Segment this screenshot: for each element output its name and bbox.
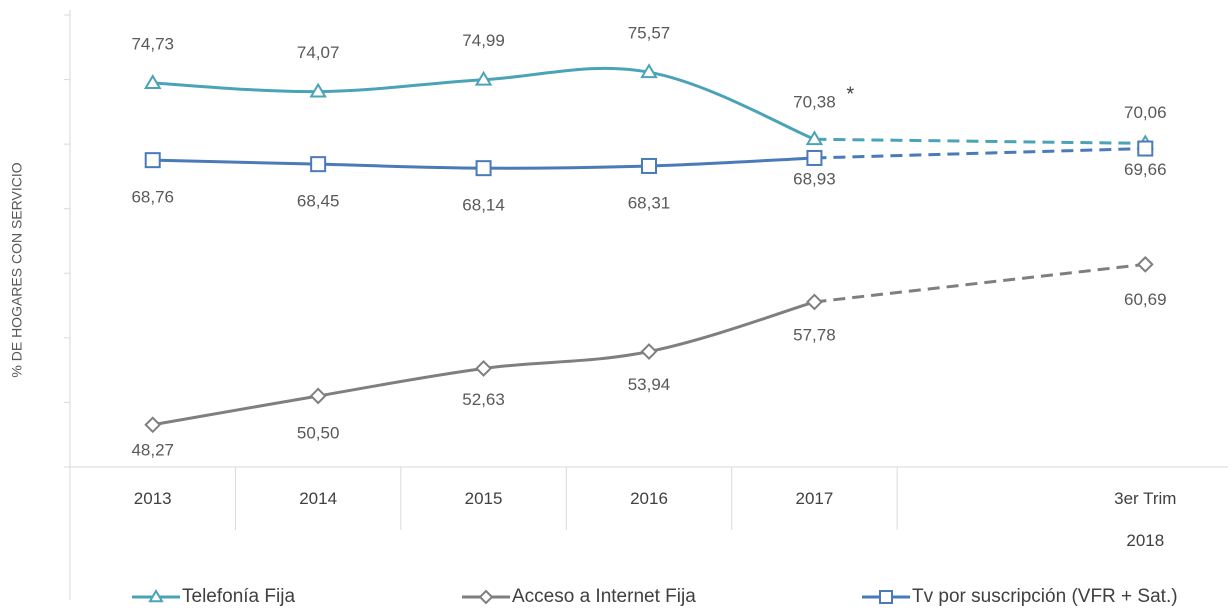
marker: [475, 160, 492, 177]
data-label: 75,57: [628, 24, 671, 43]
data-label: 60,69: [1124, 290, 1167, 309]
marker: [309, 387, 327, 405]
marker: [641, 157, 657, 174]
x-tick-label: 3er Trim 2018: [1114, 489, 1177, 550]
x-tick-label: 2016: [630, 489, 668, 508]
x-tick-label: 2014: [299, 489, 338, 508]
marker: [310, 156, 327, 173]
legend-item: Tv por suscripción (VFR + Sat.): [862, 586, 1178, 607]
data-label: 68,45: [297, 192, 340, 211]
data-label: 50,50: [297, 423, 340, 442]
data-label: 70,38: [793, 93, 836, 112]
series-projection: [814, 137, 1146, 145]
data-label: 48,27: [131, 440, 174, 459]
legend-label: Acceso a Internet Fija: [512, 586, 696, 607]
data-label: 70,06: [1124, 103, 1167, 122]
data-label: 69,66: [1124, 160, 1167, 179]
marker: [1137, 140, 1154, 157]
data-label: 74,07: [297, 43, 340, 62]
series-projection: [814, 147, 1146, 160]
marker: [640, 63, 658, 79]
data-label: 74,73: [131, 35, 174, 54]
marker: [478, 589, 494, 605]
x-tick-label: 2017: [795, 489, 834, 508]
marker: [148, 589, 164, 603]
data-label: 52,63: [462, 390, 505, 409]
marker: [805, 130, 824, 146]
marker: [475, 360, 492, 377]
marker: [144, 152, 161, 169]
legend-label: Telefonía Fija: [182, 586, 295, 607]
data-label: 68,31: [628, 193, 671, 212]
marker: [1136, 255, 1154, 273]
data-label: 68,93: [793, 169, 836, 188]
annotation: *: [846, 84, 854, 106]
marker: [309, 82, 327, 98]
marker: [144, 416, 162, 434]
x-tick-label: 2015: [464, 489, 503, 508]
marker: [879, 590, 893, 604]
data-label: 53,94: [628, 375, 671, 394]
legend-item: Acceso a Internet Fija: [462, 586, 696, 607]
marker: [640, 343, 658, 360]
legend-item: Telefonía Fija: [132, 586, 295, 607]
data-label: 57,78: [793, 325, 836, 344]
data-label: 68,76: [131, 188, 174, 207]
x-tick-label: 2013: [133, 489, 172, 508]
marker: [806, 149, 823, 166]
data-label: 74,99: [462, 31, 505, 50]
series-projection: [814, 262, 1146, 304]
y-axis-label: % DE HOGARES CON SERVICIO: [9, 162, 25, 377]
marker: [474, 70, 493, 86]
marker: [806, 293, 823, 311]
marker: [143, 74, 162, 89]
data-label: 68,14: [462, 196, 505, 215]
legend-label: Tv por suscripción (VFR + Sat.): [912, 586, 1178, 607]
